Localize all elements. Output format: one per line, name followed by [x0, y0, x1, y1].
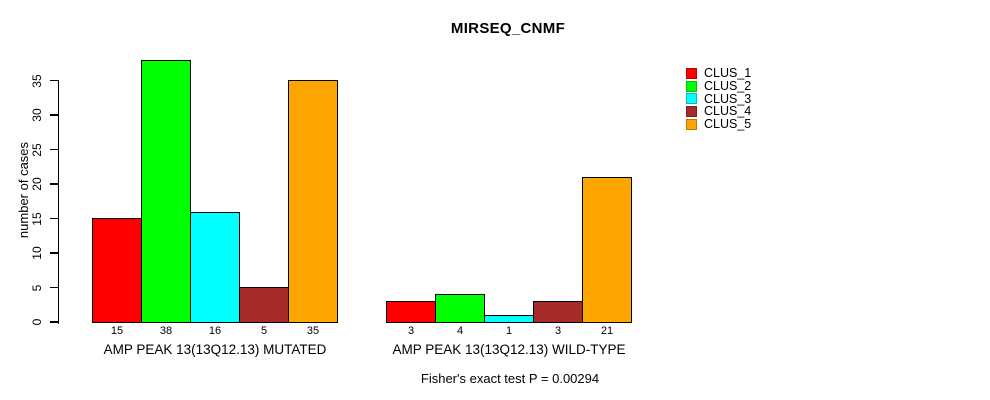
bar-value-label: 1: [505, 325, 513, 337]
y-axis-tick: [50, 148, 59, 151]
bar-value-label: 38: [159, 325, 173, 337]
legend-swatch: [686, 105, 697, 117]
y-axis-tick: [50, 183, 59, 185]
bar-clus-5-mutated: [288, 80, 338, 323]
legend-item: CLUS_3: [686, 92, 751, 105]
bar-value-label: 15: [110, 325, 124, 337]
y-axis-tick-label: 10: [30, 246, 44, 260]
legend-swatch: [686, 80, 697, 92]
bar-clus-1-wild-type: [386, 301, 436, 323]
bar-clus-2-mutated: [141, 60, 191, 323]
y-axis-tick-label: 0: [30, 318, 44, 326]
fisher-test-caption: Fisher's exact test P = 0.00294: [420, 371, 600, 386]
bar-value-label: 16: [208, 325, 222, 337]
bar-clus-2-wild-type: [435, 294, 485, 323]
legend-swatch: [686, 118, 697, 130]
y-axis-tick: [50, 252, 59, 254]
bar-value-label: 5: [260, 325, 268, 337]
bar-value-label: 3: [407, 325, 415, 337]
bar-clus-4-wild-type: [533, 301, 583, 323]
chart-title: MIRSEQ_CNMF: [450, 20, 566, 37]
bar-clus-1-mutated: [92, 218, 142, 323]
y-axis-tick: [50, 286, 59, 289]
bar-clus-5-wild-type: [582, 177, 632, 323]
legend-label: CLUS_5: [704, 117, 752, 132]
legend-item: CLUS_4: [686, 105, 751, 118]
bar-clus-3-mutated: [190, 212, 240, 323]
bar-clus-4-mutated: [239, 287, 289, 323]
y-axis-tick: [50, 321, 59, 323]
legend-item: CLUS_1: [686, 67, 751, 80]
y-axis-tick-label: 30: [30, 108, 44, 122]
legend-swatch: [686, 93, 697, 105]
y-axis-tick-label: 35: [30, 73, 44, 88]
legend-item: CLUS_5: [686, 118, 751, 131]
legend-item: CLUS_2: [686, 80, 751, 93]
legend-label: CLUS_1: [704, 66, 752, 81]
y-axis-tick-label: 25: [30, 142, 44, 157]
y-axis-tick: [50, 114, 59, 116]
y-axis-line: [57, 80, 59, 324]
y-axis-tick-label: 15: [30, 211, 44, 226]
y-axis-tick: [50, 79, 59, 82]
bar-value-label: 3: [554, 325, 562, 337]
legend-label: CLUS_3: [704, 91, 752, 106]
legend-label: CLUS_4: [704, 104, 752, 119]
y-axis-tick-label: 5: [30, 284, 44, 291]
bar-clus-3-wild-type: [484, 315, 534, 323]
y-axis-tick: [50, 217, 59, 220]
bar-value-label: 4: [456, 325, 464, 337]
legend-label: CLUS_2: [704, 79, 752, 94]
legend: CLUS_1 CLUS_2 CLUS_3 CLUS_4 CLUS_5: [686, 67, 751, 130]
bar-value-label: 21: [600, 325, 614, 337]
x-axis-category-label-mutated: AMP PEAK 13(13Q12.13) MUTATED: [103, 342, 327, 357]
x-axis-category-label-wild-type: AMP PEAK 13(13Q12.13) WILD-TYPE: [392, 342, 626, 357]
y-axis-tick-label: 20: [30, 177, 44, 191]
legend-swatch: [686, 67, 697, 79]
bar-value-label: 35: [306, 325, 320, 337]
